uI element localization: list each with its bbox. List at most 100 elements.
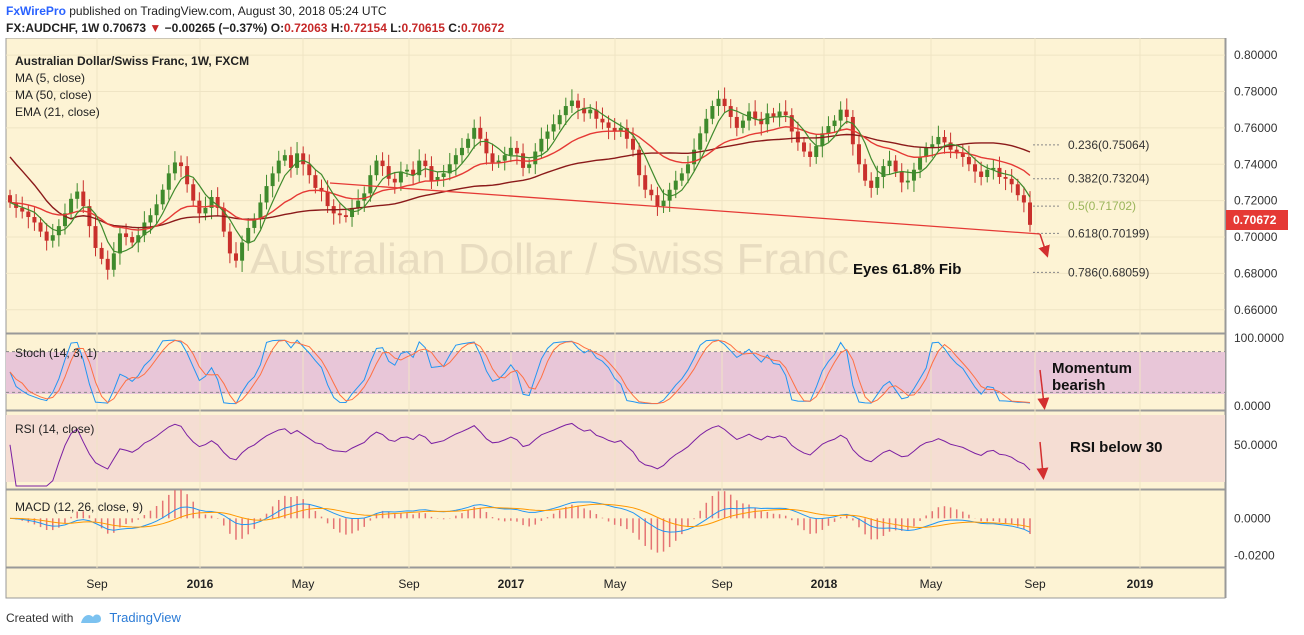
footer: Created with TradingView (6, 610, 181, 625)
candle-body (227, 231, 232, 254)
candle-body (252, 218, 257, 228)
candle-body (117, 233, 122, 254)
candle-body (435, 176, 440, 181)
candle-body (814, 146, 819, 157)
tradingview-logo-icon[interactable] (79, 611, 103, 625)
x-tick-label: 2017 (498, 577, 525, 591)
candle-body (258, 202, 263, 219)
low-value: 0.70615 (401, 21, 445, 35)
candle-body (844, 109, 849, 117)
x-tick-label: May (604, 577, 627, 591)
candle-body (130, 237, 135, 243)
y-tick-label: 0.80000 (1234, 48, 1278, 62)
candle-body (698, 133, 703, 150)
candle-body (411, 169, 416, 176)
candle-body (612, 127, 617, 132)
y-tick-label: 0.68000 (1234, 266, 1278, 280)
rsi-label: RSI (14, close) (15, 422, 94, 436)
candle-body (710, 106, 715, 119)
y-tick-label: 0.72000 (1234, 194, 1278, 208)
candle-body (869, 180, 874, 188)
candle-body (802, 142, 807, 152)
candle-body (380, 160, 385, 167)
moving-averages (9, 106, 1031, 254)
candle-body (1009, 178, 1014, 185)
candle-body (62, 213, 67, 227)
candle-body (307, 164, 312, 176)
candle-body (1003, 176, 1008, 179)
candle-body (508, 147, 513, 156)
candle-body (246, 227, 251, 243)
candle-body (325, 191, 330, 207)
low-label: L: (390, 21, 402, 35)
macd-series (9, 489, 1031, 553)
candle-body (649, 189, 654, 196)
candle-body (514, 147, 519, 154)
candle-body (478, 127, 483, 139)
candle-body (563, 106, 568, 116)
high-label: H: (330, 21, 344, 35)
candle-body (716, 98, 721, 107)
candle-body (99, 247, 104, 259)
candle-body (270, 173, 275, 187)
watermark: Australian Dollar / Swiss Franc (250, 235, 849, 284)
candle-body (447, 164, 452, 174)
candle-body (429, 166, 434, 181)
last-price-tag-text: 0.70672 (1233, 213, 1277, 227)
candle-body (172, 162, 177, 174)
candle-body (203, 207, 208, 214)
ma50-label: MA (50, close) (15, 88, 92, 102)
x-tick-label: Sep (1024, 577, 1046, 591)
macd-line (9, 501, 1031, 533)
price-axis[interactable] (1226, 38, 1304, 598)
candle-body (472, 127, 477, 139)
candle-body (918, 156, 923, 170)
candle-body (337, 213, 342, 216)
candle-body (105, 258, 110, 270)
tradingview-link[interactable]: TradingView (109, 610, 181, 625)
candle-body (209, 197, 214, 208)
candle-body (1015, 184, 1020, 196)
stoch-series (6, 339, 1225, 405)
candle-body (233, 253, 238, 261)
candle-body (954, 149, 959, 154)
candle-body (722, 98, 727, 107)
candle-body (856, 144, 861, 165)
brand-name[interactable]: FxWirePro (6, 4, 66, 18)
candle-body (582, 107, 587, 114)
candle-body (930, 144, 935, 148)
candle-body (295, 153, 300, 168)
candle-body (313, 175, 318, 188)
open-value: 0.72063 (284, 21, 328, 35)
candle-body (502, 155, 507, 161)
candle-body (606, 122, 611, 128)
y-tick-label: 0.74000 (1234, 157, 1278, 171)
candle-body (81, 191, 86, 207)
ma50-line (9, 133, 1031, 229)
candle-body (673, 180, 678, 190)
candle-body (630, 138, 635, 150)
candle-body (191, 184, 196, 201)
candle-body (704, 118, 709, 134)
candle-body (985, 169, 990, 177)
candle-body (753, 111, 758, 119)
axes: 0.80000 0.78000 0.76000 0.74000 0.72000 0.700… (86, 48, 1284, 591)
candle-body (826, 126, 831, 134)
rsi-arrow (1036, 441, 1049, 480)
candle-body (484, 138, 489, 154)
candle-body (942, 136, 947, 143)
candle-body (490, 153, 495, 163)
price-chart[interactable]: Australian Dollar / Swiss Franc 0.236(0.… (0, 38, 1304, 606)
candle-body (765, 113, 770, 125)
rsi-annotation: RSI below 30 (1070, 439, 1163, 456)
candle-body (661, 200, 666, 207)
candle-body (215, 197, 220, 208)
candle-body (533, 151, 538, 165)
candle-body (576, 100, 581, 108)
candle-body (496, 160, 501, 163)
macd-tick-label: 0.0000 (1234, 511, 1271, 525)
candle-body (392, 178, 397, 183)
candle-body (111, 253, 116, 270)
candle-body (160, 189, 165, 205)
time-axis[interactable] (5, 567, 1226, 599)
